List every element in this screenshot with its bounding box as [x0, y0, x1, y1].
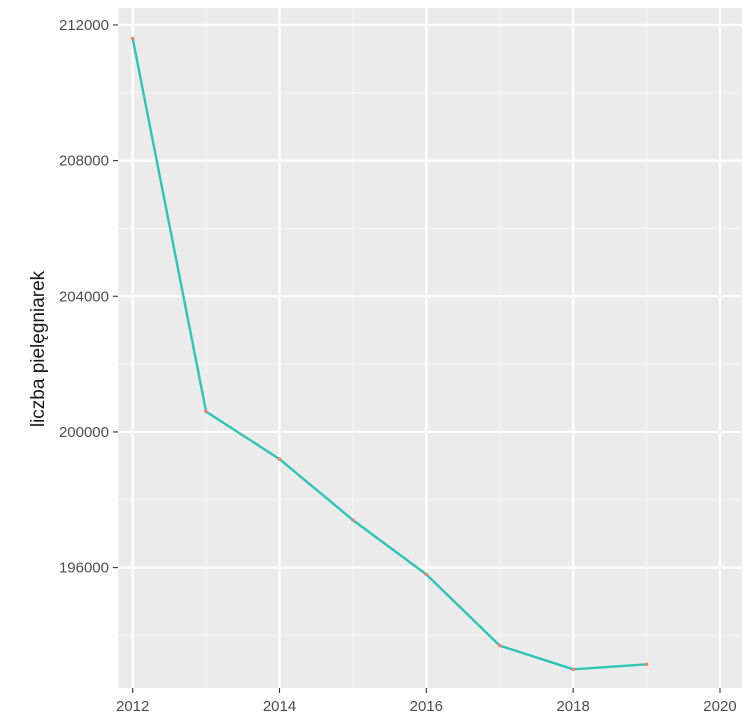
x-axis-ticks: 2012 2014 2016 2018 2020: [116, 688, 737, 715]
data-point: [277, 457, 282, 461]
y-tick-label: 208000: [59, 153, 109, 170]
plot-panel: [118, 8, 742, 688]
data-points: [130, 36, 649, 672]
y-axis-ticks: 196000 200000 204000 208000 212000: [59, 17, 118, 577]
series-line: [131, 38, 647, 671]
x-tick-label: 2012: [116, 698, 149, 715]
y-tick-label: 196000: [59, 560, 109, 577]
y-tick-label: 200000: [59, 424, 109, 441]
series-group: [130, 36, 649, 672]
data-point: [351, 518, 355, 522]
x-tick-label: 2018: [556, 698, 589, 715]
data-point: [204, 409, 208, 414]
data-point: [424, 572, 429, 577]
data-point: [644, 662, 649, 667]
major-gridlines: [118, 8, 742, 688]
x-tick-label: 2020: [703, 698, 736, 715]
data-point: [130, 36, 135, 41]
data-point: [497, 643, 502, 648]
y-axis-title: liczba pielęgniarek: [28, 270, 49, 427]
minor-gridlines: [118, 8, 742, 688]
data-point: [571, 667, 575, 672]
x-tick-label: 2016: [410, 698, 443, 715]
x-tick-label: 2014: [263, 698, 296, 715]
y-tick-label: 212000: [59, 17, 109, 34]
y-tick-label: 204000: [59, 288, 109, 305]
